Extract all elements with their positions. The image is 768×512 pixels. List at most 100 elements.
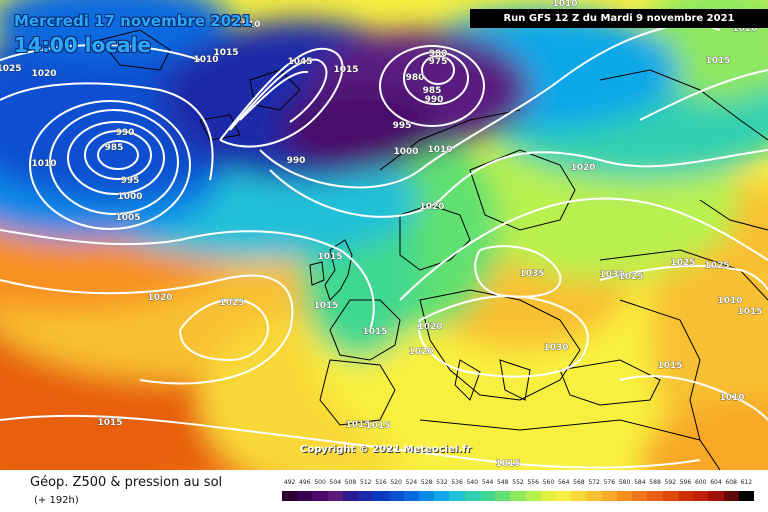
isobar-label: 1015 [317,252,342,262]
map-title: Géop. Z500 & pression au sol [30,475,223,490]
scale-swatch [495,491,511,501]
isobar-label: 980 [406,73,425,83]
scale-label: 524 [405,479,418,486]
scale-label: 592 [664,479,676,486]
scale-swatch [738,491,755,501]
isobar-label: 1020 [417,322,442,332]
scale-swatch [586,491,603,501]
isobar-label: 1015 [737,307,762,317]
scale-label: 504 [329,479,342,486]
scale-swatch [327,491,344,501]
scale-label: 520 [390,479,402,486]
scale-swatch [525,491,542,501]
isobar-label: 980 [429,49,448,59]
scale-swatch [312,491,329,501]
scale-swatch [282,491,298,501]
geopotential-color-field [0,0,768,470]
isobar-label: 995 [393,121,412,131]
isobar-label: 1015 [97,418,122,428]
scale-swatch [449,491,466,501]
scale-swatch [297,491,313,501]
scale-swatch [510,491,527,501]
isobar-label: 1005 [115,213,140,223]
scale-label: 544 [481,479,494,486]
isobar-label: 1045 [287,57,312,67]
scale-label: 500 [314,479,326,486]
scale-swatch [708,491,725,501]
isobar-label: 1015 [495,459,520,469]
scale-swatch [647,491,664,501]
isobar-label: 995 [121,176,140,186]
scale-swatch [358,491,374,501]
isobar-label: 1015 [213,48,238,58]
scale-swatch [571,491,587,501]
isobar-label: 1000 [117,192,142,202]
scale-swatch [677,491,694,501]
scale-label: 596 [679,479,692,486]
isobar-label: 1010 [427,145,452,155]
isobar-label: 1030 [543,343,568,353]
isobar-label: 1020 [732,24,757,34]
isobar-label: 1015 [345,420,370,430]
run-info-banner: Run GFS 12 Z du Mardi 9 novembre 2021 [470,9,768,28]
scale-label: 580 [618,479,631,486]
scale-swatch [723,491,740,501]
isobar-label: 1020 [147,293,172,303]
isobar-label: 1010 [193,55,218,65]
scale-label: 600 [694,479,707,486]
isobar-label: 1015 [657,361,682,371]
isobar-label: 1015 [365,421,390,431]
scale-label: 576 [603,479,616,486]
color-scale: 492 496 500 504 508 512 516 520 524 528 532 536 540 5… [282,477,755,507]
scale-label: 584 [634,479,646,486]
isobar-label: 1010 [719,393,744,403]
scale-swatch [693,491,709,501]
isobar-label: 1010 [717,296,742,306]
scale-label: 612 [740,479,753,486]
scale-label: 568 [573,479,585,486]
isobar-label: 1015 [705,56,730,66]
isobar-label: 1020 [408,347,433,357]
scale-label: 548 [497,479,509,486]
isobar-label: 1020 [570,163,595,173]
scale-label: 516 [375,479,387,486]
scale-swatch [632,491,648,501]
scale-label: 536 [451,479,463,486]
isobar-label: 1010 [552,0,577,9]
scale-label: 604 [710,479,722,486]
scale-swatch [388,491,405,501]
legend-footer: Géop. Z500 & pression au sol (+ 192h) 49… [0,470,768,512]
scale-swatch [616,491,633,501]
forecast-time: 14:00 locale [14,33,151,57]
copyright-text: Copyright © 2021 Meteociel.fr [300,444,472,455]
scale-swatch [434,491,450,501]
isobar-label: 990 [116,128,135,138]
isobar-label: 1035 [519,269,544,279]
scale-label: 496 [299,479,311,486]
scale-label: 552 [512,479,524,486]
isobar-label: 1025 [219,298,244,308]
scale-label: 512 [360,479,372,486]
scale-swatch [419,491,435,501]
isobar-label: 1025 [670,258,695,268]
isobar-label: 1015 [362,327,387,337]
isobar-label: 985 [423,86,442,96]
scale-label: 564 [557,479,570,486]
forecast-lead-time: (+ 192h) [34,495,79,506]
scale-swatch [342,491,359,501]
scale-label: 528 [420,479,433,486]
isobar-label: 990 [425,95,444,105]
scale-swatch [540,491,557,501]
scale-swatch [403,491,420,501]
scale-label: 492 [283,479,296,486]
isobar-label: 1020 [31,69,56,79]
scale-label: 508 [344,479,357,486]
geopotential-map: 1010101510101020102510151045980975980985… [0,0,768,470]
isobar-label: 1000 [393,147,418,157]
scale-label: 540 [466,479,479,486]
isobar-label: 1025 [704,261,729,271]
scale-swatch [373,491,390,501]
scale-label: 588 [649,479,661,486]
scale-label: 560 [542,479,555,486]
